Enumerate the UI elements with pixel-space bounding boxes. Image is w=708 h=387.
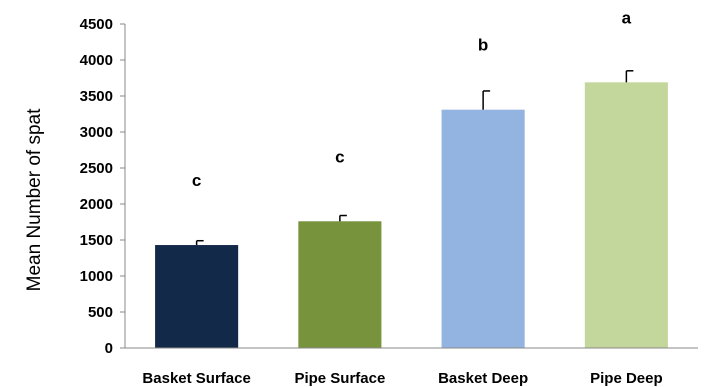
bar [441, 109, 525, 349]
significance-label: a [622, 8, 632, 27]
category-label: Basket Surface [142, 370, 250, 387]
y-tick-label: 4500 [80, 16, 113, 33]
y-tick-label: 500 [88, 304, 113, 321]
y-tick-label: 2500 [80, 160, 113, 177]
category-label: Pipe Deep [590, 370, 663, 387]
significance-label: c [192, 171, 201, 190]
y-tick-label: 3500 [80, 88, 113, 105]
y-tick-label: 1500 [80, 232, 113, 249]
bar [584, 82, 668, 348]
y-axis-label: Mean Number of spat [24, 108, 45, 291]
y-tick-label: 2000 [80, 196, 113, 213]
bar [155, 245, 239, 348]
category-label: Pipe Surface [294, 370, 385, 387]
category-label: Basket Deep [438, 370, 528, 387]
y-tick-label: 3000 [80, 124, 113, 141]
y-tick-label: 4000 [80, 52, 113, 69]
y-tick-label: 0 [105, 340, 113, 357]
y-tick-label: 1000 [80, 268, 113, 285]
significance-label: c [335, 147, 344, 166]
bar [298, 221, 382, 348]
significance-label: b [478, 36, 488, 55]
